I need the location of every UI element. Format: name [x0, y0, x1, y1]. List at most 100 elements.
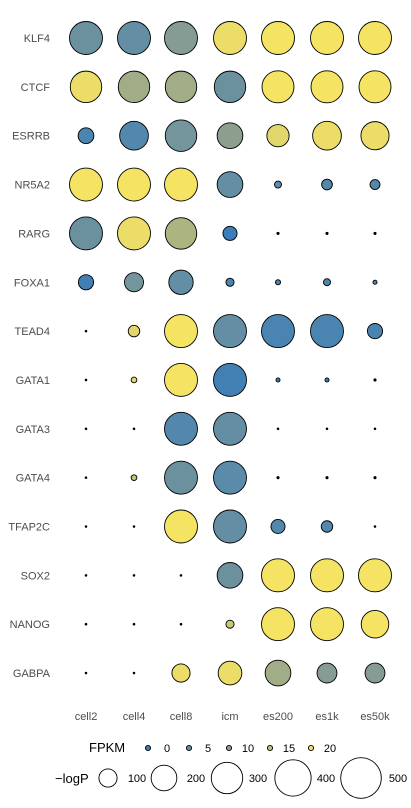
size-legend-circle [210, 761, 244, 795]
color-legend-swatch [185, 744, 193, 752]
y-tick-label: TEAD4 [15, 326, 50, 338]
bubble-point [132, 427, 136, 431]
size-legend-label: 100 [128, 773, 146, 785]
color-legend-swatch [144, 744, 152, 752]
bubble-point [179, 622, 183, 626]
bubble-point [316, 662, 338, 684]
bubble-point [275, 377, 281, 383]
y-axis: KLF4 CTCF ESRRB NR5A2 RARG FOXA1 TEAD4 GATA1 GAT… [8, 33, 50, 680]
y-tick-label: CTCF [21, 82, 51, 94]
y-tick-label: GATA3 [16, 424, 50, 436]
bubble-point [84, 622, 88, 626]
bubble-point [132, 671, 136, 675]
bubble-point [373, 427, 377, 431]
x-tick-label: cell4 [123, 711, 146, 723]
bubble-point [69, 70, 103, 104]
bubble-point [274, 279, 282, 286]
bubble-point [274, 180, 282, 189]
bubble-point [261, 21, 295, 55]
bubble-point [171, 663, 191, 683]
bubble-point [132, 525, 136, 528]
bubble-point [84, 525, 88, 528]
bubble-point [261, 70, 295, 104]
y-tick-label: ESRRB [12, 131, 50, 143]
size-legend-circle [150, 764, 178, 792]
bubble-point [373, 378, 377, 382]
bubble-point [84, 574, 88, 577]
bubble-point [266, 124, 290, 148]
bubble-point [222, 225, 238, 241]
bubble-point [216, 122, 244, 149]
bubble-point [321, 178, 333, 191]
bubble-point [164, 21, 198, 55]
x-tick-label: icm [221, 711, 238, 723]
bubble-point [276, 476, 280, 480]
bubble-point [216, 562, 244, 589]
y-tick-label: NR5A2 [15, 180, 50, 192]
size-legend-circle [274, 759, 312, 797]
bubble-point [164, 460, 198, 495]
bubble-point [216, 171, 244, 198]
bubble-point [373, 525, 377, 528]
y-tick-label: GATA4 [16, 473, 50, 485]
color-legend-label: 0 [164, 743, 170, 755]
y-tick-label: GABPA [13, 668, 51, 680]
x-axis: cell2 cell4 cell8 icm es200 es1k es50k [75, 711, 390, 723]
bubble-point [310, 607, 344, 642]
bubble-point [164, 314, 198, 349]
bubble-point [325, 476, 329, 480]
y-tick-label: KLF4 [24, 33, 50, 45]
color-legend-label: 15 [283, 743, 295, 755]
y-tick-label: RARG [18, 228, 50, 240]
bubble-point [69, 167, 103, 202]
color-legend-swatch [266, 744, 274, 752]
bubble-point [213, 460, 247, 495]
x-tick-label: es1k [315, 711, 339, 723]
bubble-point [119, 120, 149, 151]
y-tick-label: SOX2 [21, 570, 50, 582]
bubble-point [217, 660, 243, 686]
y-tick-label: FOXA1 [14, 277, 50, 289]
bubble-point [84, 476, 88, 479]
bubble-point [270, 519, 286, 534]
bubble-point [261, 607, 295, 642]
bubble-point [213, 314, 247, 349]
bubble-point [117, 21, 151, 55]
bubble-point [360, 121, 390, 151]
bubble-point [84, 329, 88, 333]
bubble-point [117, 70, 151, 104]
bubble-point [164, 217, 198, 250]
bubble-point [117, 167, 151, 202]
bubble-point [324, 377, 330, 383]
bubble-point [372, 279, 378, 285]
size-legend-label: 300 [249, 773, 267, 785]
bubble-point [124, 272, 144, 293]
bubble-point [84, 427, 88, 431]
y-tick-label: NANOG [10, 619, 50, 631]
bubble-point [276, 427, 280, 431]
y-tick-label: GATA1 [16, 375, 50, 387]
bubble-point [69, 21, 103, 55]
bubble-point [77, 127, 95, 145]
bubble-point [84, 378, 88, 382]
bubble-point [225, 619, 235, 629]
x-tick-label: cell2 [75, 711, 98, 723]
bubble-point [310, 70, 344, 104]
size-legend-label: 200 [187, 773, 205, 785]
bubble-point [84, 671, 88, 675]
bubble-point [132, 574, 136, 577]
size-legend-label: 400 [317, 773, 335, 785]
bubble-point [358, 70, 392, 104]
size-legend: −logP 100 200 300 400 500 [55, 757, 407, 799]
bubble-point [358, 558, 392, 593]
bubble-point [364, 662, 386, 684]
bubble-point [312, 120, 342, 151]
bubble-point [168, 269, 194, 295]
plot-area [69, 21, 392, 687]
color-legend-label: 10 [242, 743, 254, 755]
bubble-point [213, 509, 247, 544]
color-legend-swatch [225, 744, 233, 752]
bubble-point [325, 231, 329, 235]
x-tick-label: es200 [263, 711, 293, 723]
size-legend-label: 500 [389, 773, 407, 785]
